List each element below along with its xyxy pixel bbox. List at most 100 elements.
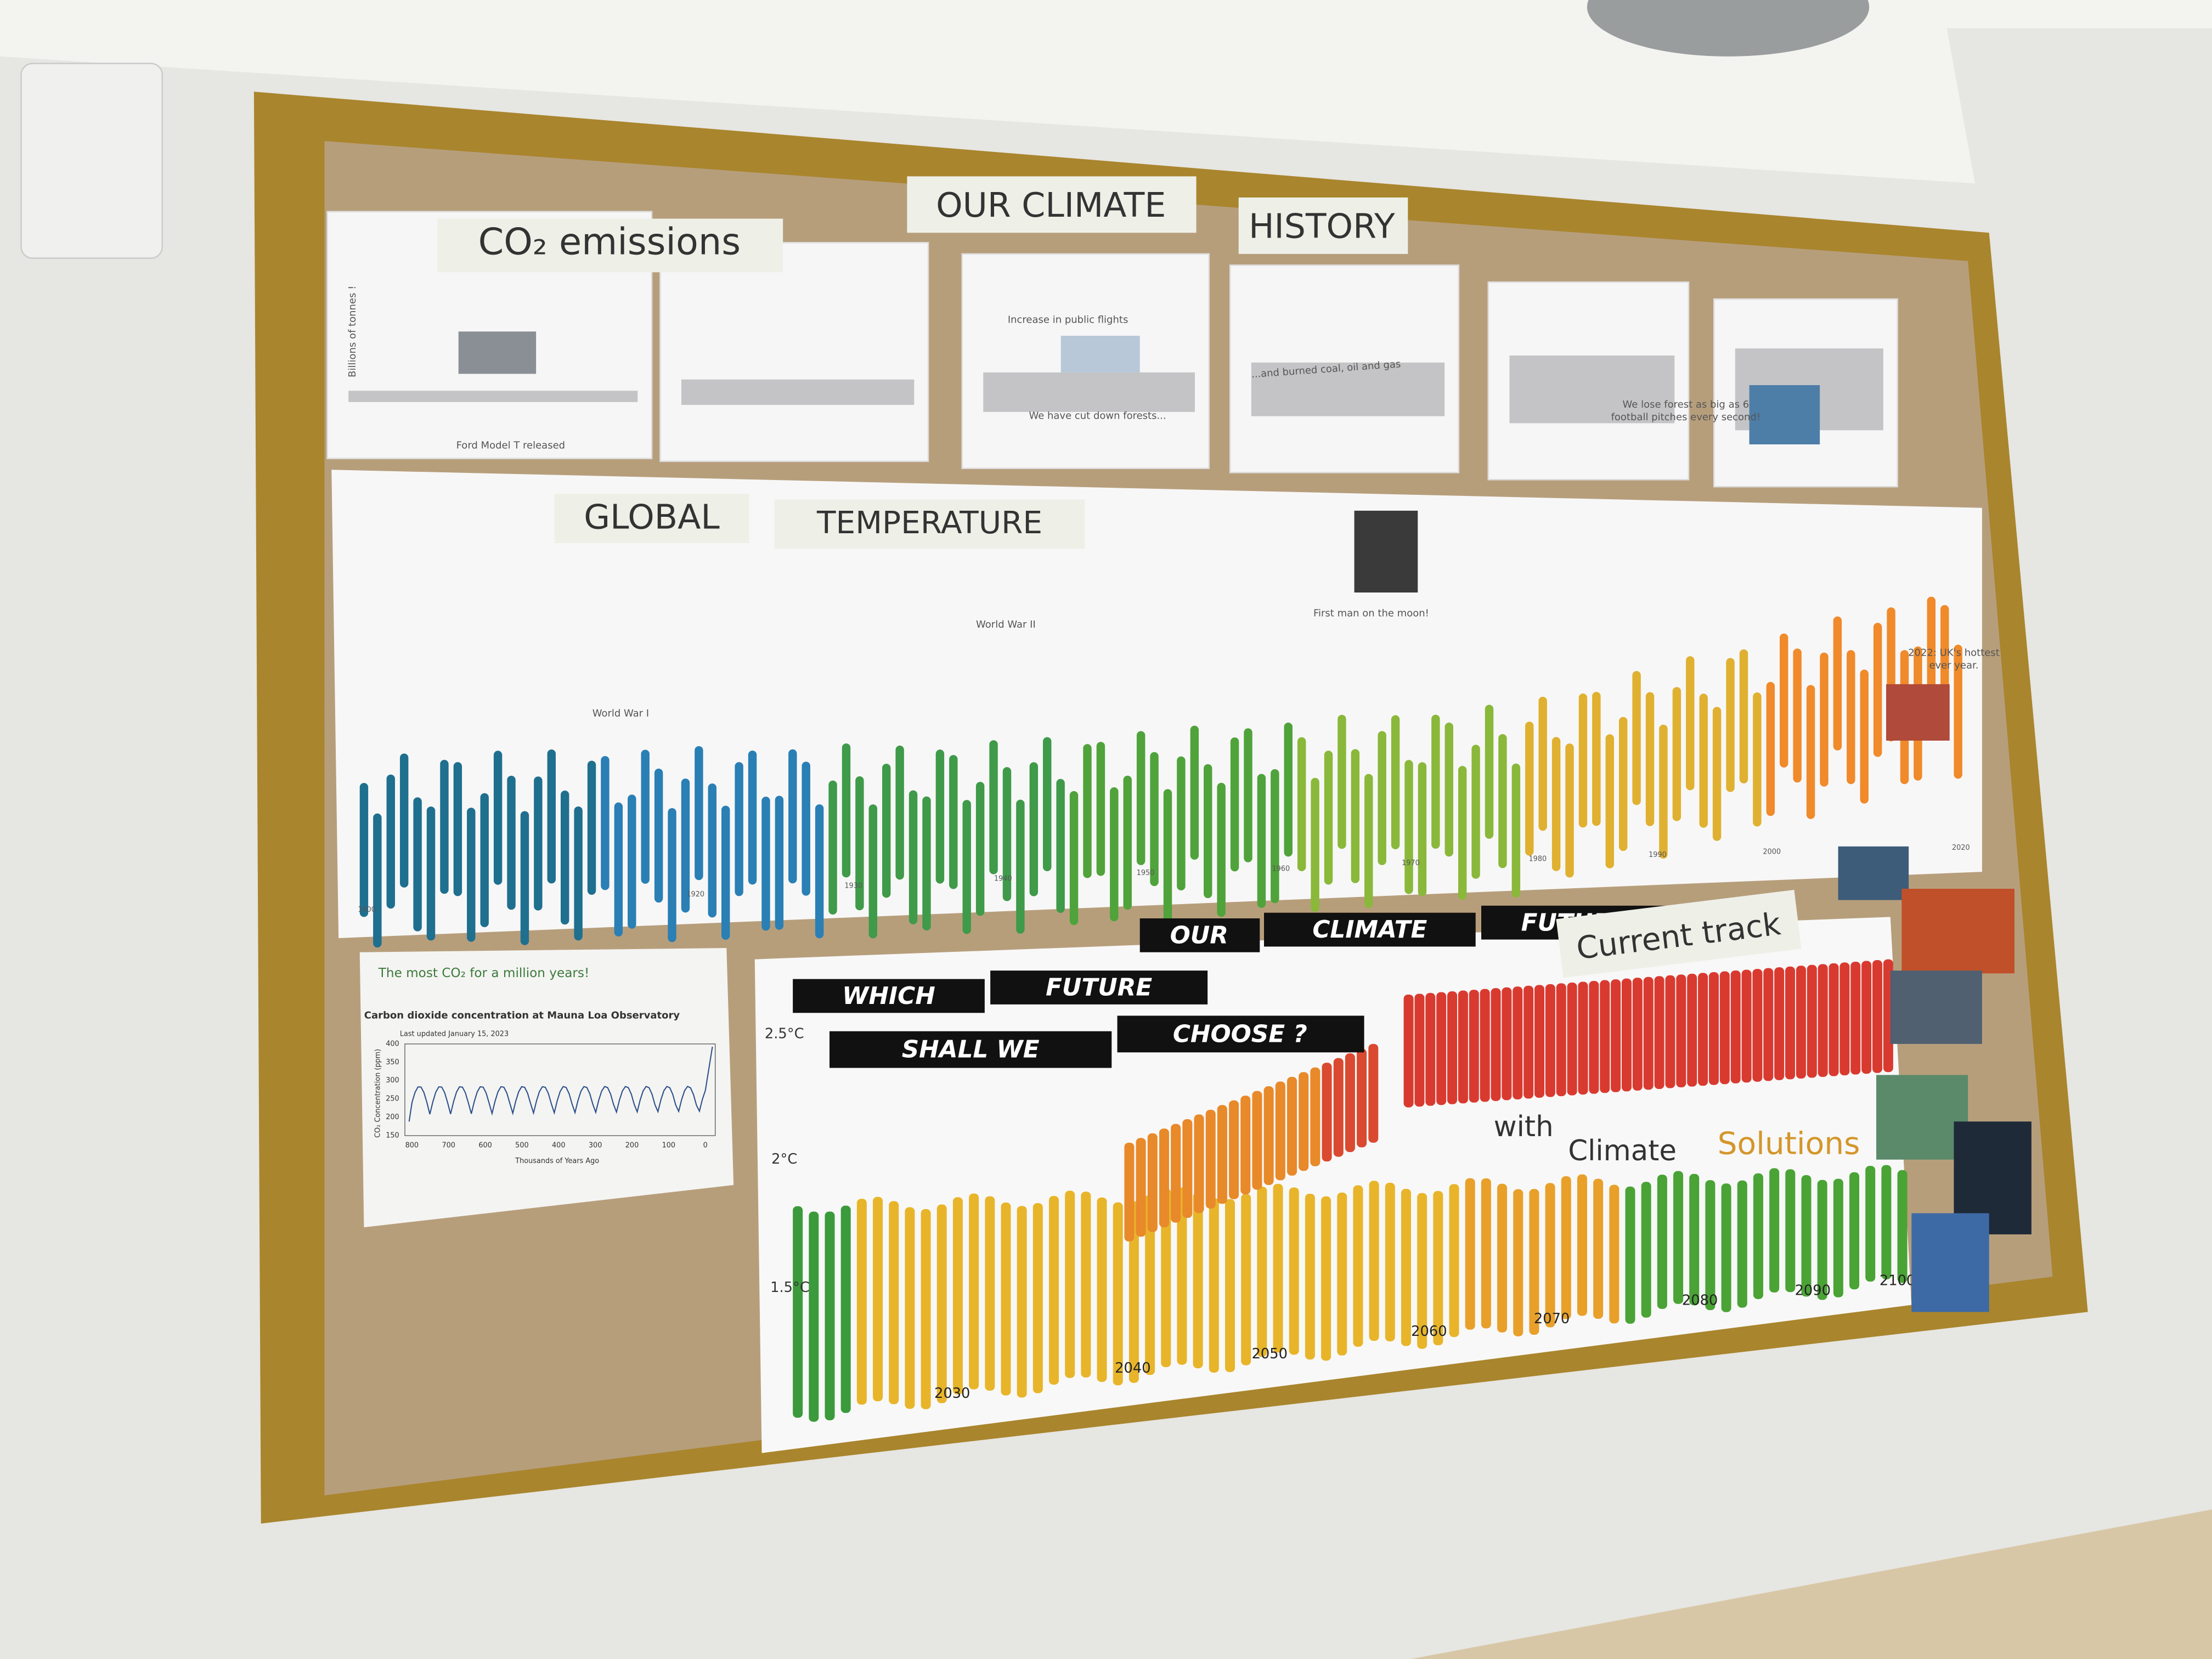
stick	[1881, 1165, 1892, 1279]
stick	[493, 751, 503, 885]
stick	[748, 751, 757, 885]
stick	[949, 755, 958, 889]
stick	[1839, 962, 1850, 1076]
chart-subtitle: Last updated January 15, 2023	[400, 1030, 509, 1038]
stick	[1275, 1081, 1285, 1181]
label-card	[1556, 890, 1802, 978]
y-tick-label: 400	[386, 1040, 399, 1048]
title-card	[554, 494, 749, 543]
stick	[1204, 764, 1212, 899]
stick	[1525, 721, 1534, 856]
stick	[1578, 981, 1588, 1095]
stick	[1465, 1178, 1475, 1330]
stick	[1096, 742, 1105, 876]
stick	[1458, 766, 1467, 900]
stick	[574, 806, 583, 941]
stick	[1818, 964, 1828, 1077]
moon-photo	[1354, 510, 1418, 592]
stick	[1310, 1067, 1321, 1166]
label-box	[830, 1031, 1112, 1068]
stick	[1083, 744, 1092, 878]
stick	[1322, 1063, 1332, 1162]
note: We have cut down forests...	[1029, 410, 1166, 422]
stick	[1418, 762, 1427, 896]
stick	[1497, 1183, 1508, 1333]
stick	[1672, 687, 1681, 821]
stick	[802, 761, 810, 896]
emission-band	[1509, 356, 1675, 424]
title-card	[437, 218, 783, 273]
stick	[560, 790, 569, 925]
stick	[413, 797, 422, 932]
stick	[1873, 623, 1882, 757]
photo	[1911, 1213, 1989, 1312]
stick	[426, 806, 436, 941]
stick	[1849, 1172, 1860, 1290]
stick	[1353, 1185, 1363, 1347]
stick	[467, 808, 476, 942]
stick	[1337, 1192, 1347, 1356]
label-box	[793, 979, 985, 1013]
stick	[1217, 1105, 1227, 1204]
temperature-title: TEMPERATURE	[816, 505, 1042, 541]
stick	[1284, 723, 1293, 857]
title-card	[1238, 198, 1408, 254]
stick	[1217, 782, 1226, 917]
note: Ford Model T released	[456, 440, 566, 452]
stick	[1766, 681, 1775, 816]
solutions-label: Climate	[1568, 1135, 1677, 1167]
stick	[1471, 744, 1480, 879]
stick	[895, 746, 904, 880]
plane-photo	[1060, 336, 1140, 373]
title-card	[907, 176, 1197, 233]
note: 2022: UK's hottest	[1908, 647, 2000, 659]
stick	[1161, 1188, 1171, 1367]
stick	[1065, 1190, 1075, 1378]
year-label: 1940	[994, 875, 1012, 883]
year-label: 2000	[1763, 848, 1781, 856]
stick	[1654, 976, 1664, 1089]
stick	[1752, 969, 1763, 1082]
stick	[1271, 769, 1279, 904]
stick	[1753, 692, 1762, 827]
stick	[1865, 1166, 1876, 1282]
uk-photo	[1886, 684, 1950, 741]
stick	[386, 774, 395, 909]
stick	[1480, 989, 1490, 1102]
stick	[359, 783, 369, 917]
stick	[1817, 1180, 1827, 1300]
stick	[507, 775, 516, 910]
stick	[1244, 728, 1252, 862]
stick	[1769, 1168, 1780, 1293]
car-photo	[458, 331, 537, 374]
stick	[1444, 723, 1453, 857]
stick	[1097, 1197, 1107, 1382]
question: WHICH	[842, 982, 935, 1010]
stick	[1820, 652, 1829, 787]
emission-band	[983, 372, 1195, 412]
stick	[1263, 1086, 1274, 1185]
stick	[1305, 1193, 1315, 1360]
stick	[1632, 671, 1641, 805]
temperature-title: GLOBAL	[584, 497, 720, 537]
stick	[1225, 1199, 1235, 1372]
stick	[440, 759, 449, 894]
stick	[1113, 1202, 1123, 1386]
stick	[1534, 985, 1545, 1098]
emission-band	[348, 391, 638, 402]
stick	[985, 1196, 995, 1391]
stick	[1032, 1203, 1043, 1393]
stick	[1609, 1184, 1620, 1324]
stick	[809, 1211, 819, 1422]
stick	[1369, 1181, 1379, 1341]
stick	[1676, 974, 1686, 1088]
question: SHALL WE	[902, 1036, 1040, 1064]
stick	[1159, 1128, 1169, 1228]
title: OUR CLIMATE	[936, 185, 1166, 225]
x-tick-label: 600	[478, 1142, 492, 1150]
stick	[856, 1199, 867, 1405]
stick	[1625, 1186, 1635, 1324]
stick	[1659, 724, 1668, 859]
stick	[1698, 973, 1708, 1086]
